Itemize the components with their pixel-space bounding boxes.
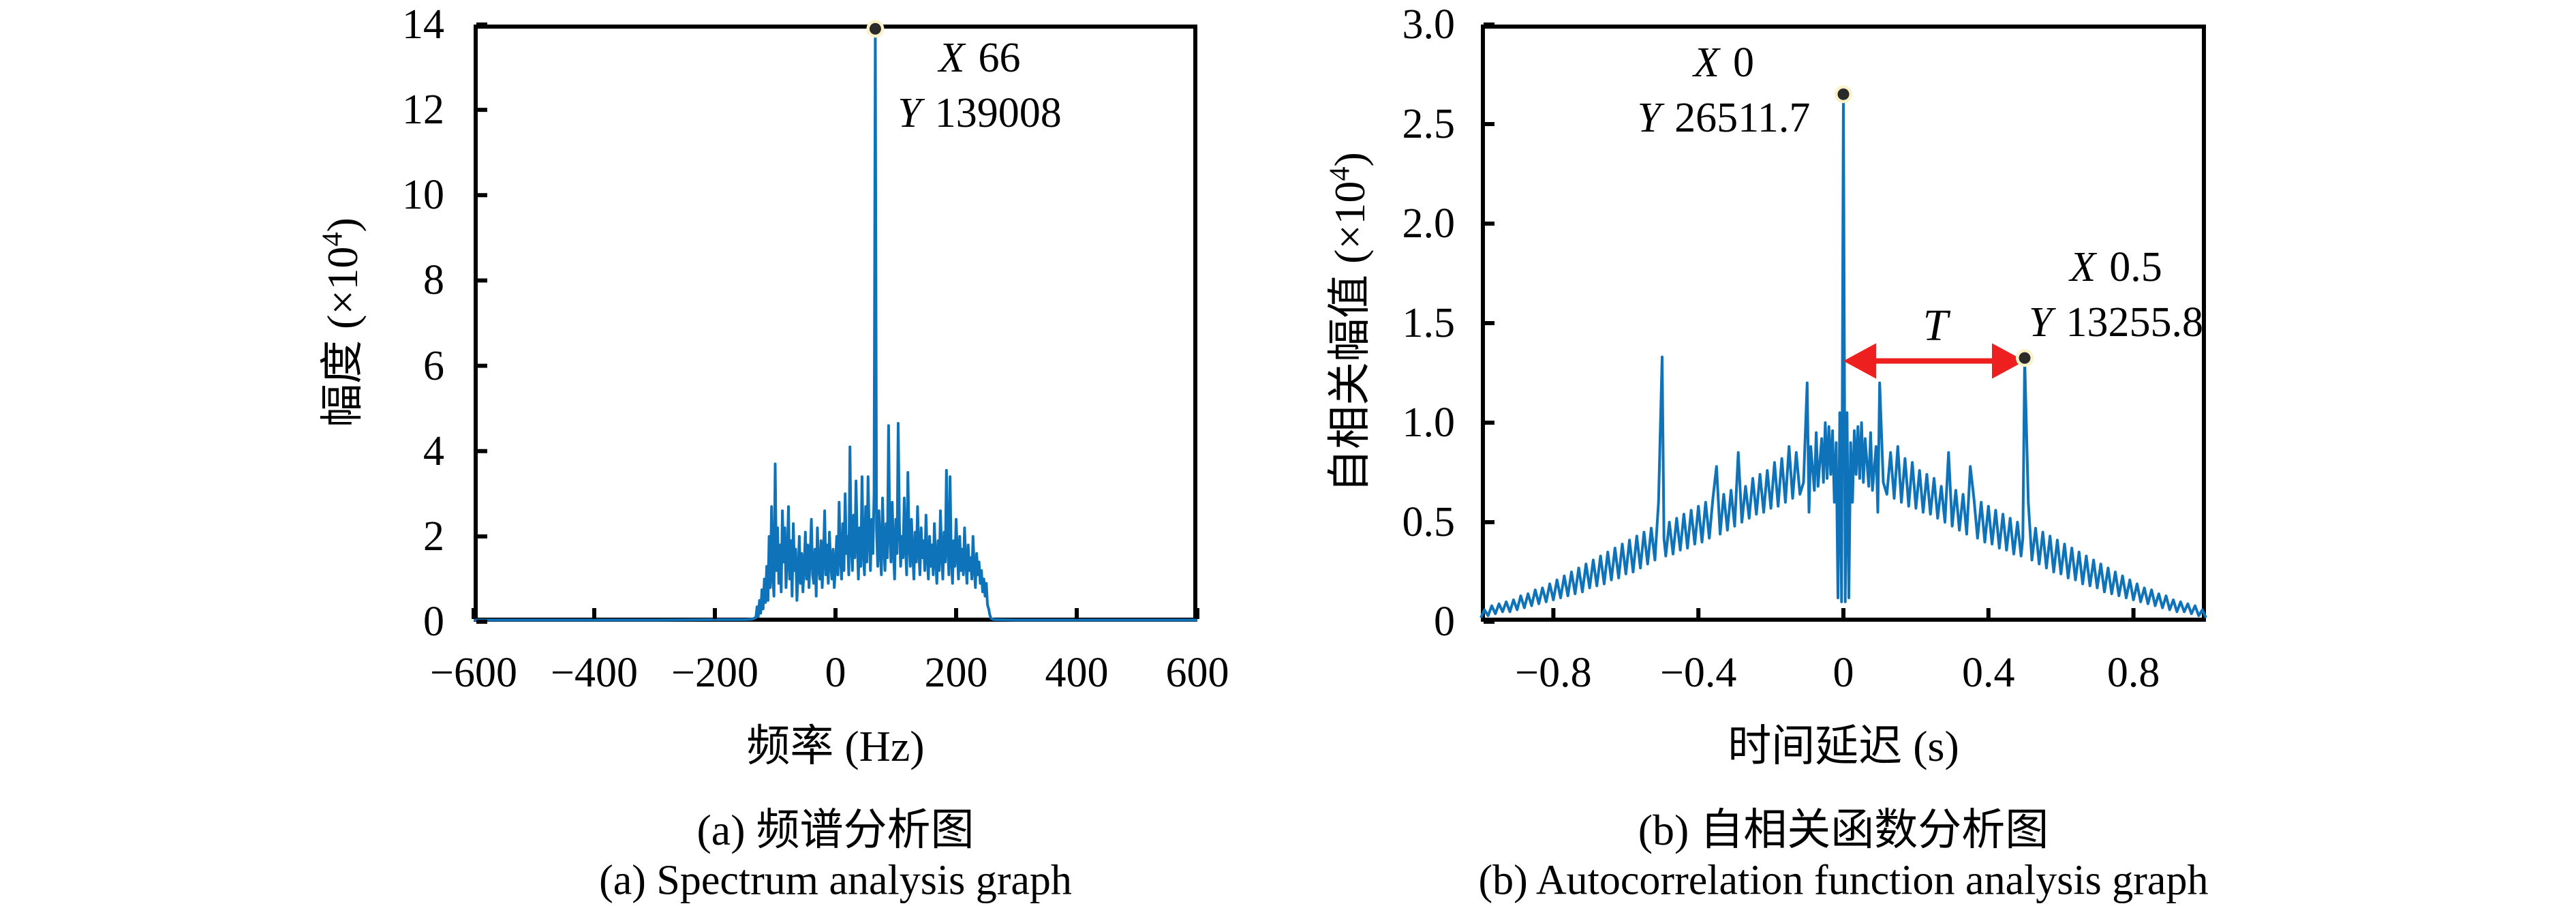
x-tick-label: 200 — [924, 650, 988, 696]
y-tick-label: 1.0 — [1402, 399, 1456, 446]
y-tick-label: 2.0 — [1402, 200, 1456, 247]
datatip-x-line: X 0.5 — [1993, 240, 2239, 295]
caption-b-english: (b) Autocorrelation function analysis gr… — [1478, 857, 2209, 904]
y-tick-label: 0 — [1434, 599, 1455, 645]
autocorr-y-axis-title-close: ) — [1325, 152, 1374, 167]
datatip-x-var: X — [1693, 40, 1719, 86]
peak-marker-dot — [2019, 352, 2031, 364]
x-tick-label: −0.4 — [1659, 650, 1737, 696]
y-tick-label: 0.5 — [1402, 499, 1456, 545]
datatip-x-var: X — [2070, 244, 2096, 290]
caption-a-english: (a) Spectrum analysis graph — [599, 857, 1072, 904]
datatip-y-value: 139008 — [934, 90, 1062, 136]
x-tick-label: −600 — [430, 650, 517, 696]
datatip-x-value: 0.5 — [2109, 244, 2162, 290]
datatip-x-value: 66 — [978, 35, 1021, 81]
y-tick-label: 2 — [423, 513, 444, 560]
datatip-y-line: Y 26511.7 — [1616, 91, 1831, 146]
datatip-y-value: 13255.8 — [2066, 299, 2203, 346]
autocorr-plot-svg — [1479, 22, 2207, 624]
y-tick-label: 2.5 — [1402, 101, 1456, 147]
y-tick-label: 10 — [402, 172, 444, 219]
spectrum-peak-datatip: X 66 Y 139008 — [886, 31, 1073, 141]
x-tick-label: 0.4 — [1962, 650, 2015, 696]
autocorrelation-series-line — [1479, 93, 2207, 619]
y-tick-label: 0 — [423, 599, 444, 645]
x-tick-label: 0 — [825, 650, 846, 696]
caption-a-chinese: (a) 频谱分析图 — [696, 806, 975, 854]
period-T-label: T — [1922, 301, 1948, 350]
spectrum-plot-area — [472, 20, 1199, 624]
y-tick-label: 6 — [423, 342, 444, 389]
spectrum-x-axis-title: 频率 (Hz) — [746, 722, 925, 770]
autocorr-second-peak-datatip: X 0.5 Y 13255.8 — [1993, 240, 2239, 350]
spectrum-y-axis-title-sup: 4 — [317, 232, 349, 247]
caption-b-chinese: (b) 自相关函数分析图 — [1638, 806, 2049, 854]
plot-box — [474, 25, 1197, 622]
datatip-y-value: 26511.7 — [1674, 95, 1811, 141]
datatip-x-var: X — [938, 35, 965, 81]
y-tick-label: 4 — [423, 427, 444, 474]
plot-box — [1481, 25, 2206, 622]
datatip-y-line: Y 13255.8 — [1993, 295, 2239, 350]
spectrum-magnitude-series-line — [474, 27, 1197, 622]
peak-marker-dot — [869, 22, 881, 35]
x-tick-label: 0.8 — [2106, 650, 2160, 696]
autocorr-plot-area — [1479, 22, 2207, 624]
y-tick-label: 14 — [402, 1, 444, 48]
x-tick-label: −400 — [551, 650, 638, 696]
y-tick-label: 3.0 — [1402, 1, 1456, 48]
x-tick-label: −0.8 — [1515, 650, 1592, 696]
spectrum-y-axis-title: 幅度 (×104) — [307, 217, 370, 427]
datatip-y-line: Y 139008 — [886, 86, 1073, 141]
datatip-y-var: Y — [898, 90, 921, 136]
spectrum-plot-svg — [472, 20, 1199, 624]
x-tick-label: 400 — [1045, 650, 1109, 696]
period-arrow-left-head — [1843, 343, 1876, 379]
y-tick-label: 12 — [402, 87, 444, 134]
datatip-y-var: Y — [2029, 299, 2053, 346]
x-tick-label: 600 — [1165, 650, 1229, 696]
datatip-x-line: X 66 — [886, 31, 1073, 86]
datatip-x-value: 0 — [1732, 40, 1754, 86]
period-arrow-right-head — [1992, 343, 2025, 379]
datatip-y-var: Y — [1637, 95, 1661, 141]
x-tick-label: −200 — [671, 650, 758, 696]
y-tick-label: 1.5 — [1402, 300, 1456, 346]
autocorr-x-axis-title: 时间延迟 (s) — [1728, 722, 1959, 770]
autocorr-y-axis-title-sup: 4 — [1324, 166, 1356, 181]
spectrum-y-axis-title-close: ) — [318, 217, 367, 232]
y-tick-label: 8 — [423, 257, 444, 304]
peak-marker-dot — [1837, 88, 1850, 100]
x-tick-label: 0 — [1833, 650, 1854, 696]
